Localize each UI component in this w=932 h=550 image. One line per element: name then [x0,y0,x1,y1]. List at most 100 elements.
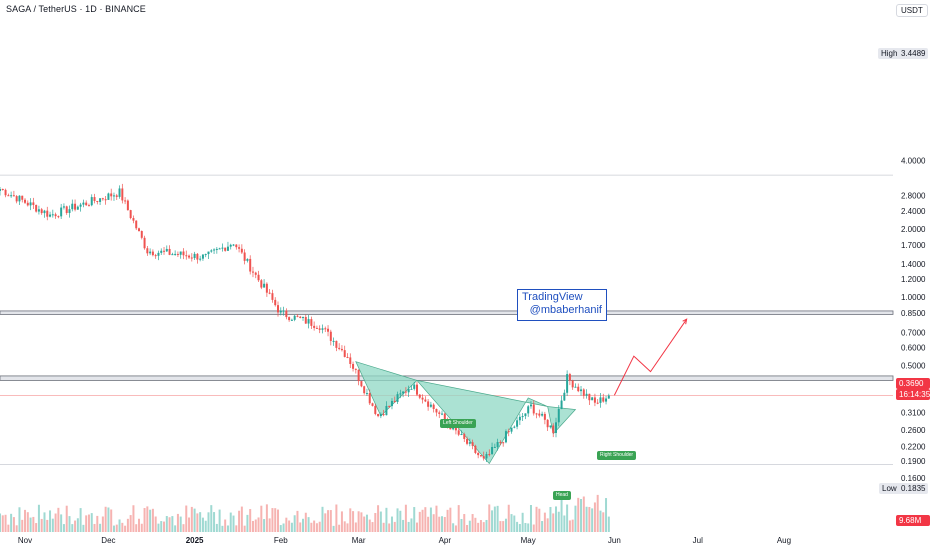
volume-bar [279,525,282,532]
candle-body [479,455,482,457]
candle-body [566,374,569,393]
volume-bar [90,513,93,532]
volume-bar [249,509,252,532]
price-tick-label: 0.2600 [901,426,926,435]
head-shape [416,379,548,465]
resistance-zone-2 [0,375,894,381]
volume-bar [413,507,416,532]
candle-body [85,202,88,206]
candle-body [541,413,544,416]
volume-bar [377,505,380,532]
volume-bar [504,518,507,532]
volume-bar [588,506,591,532]
candle-body [474,445,477,453]
volume-bar [282,523,285,532]
candle-body [204,254,207,256]
volume-bar [452,523,455,532]
candle-body [388,405,391,407]
candle-body [243,252,246,261]
high-value: 3.4489 [898,48,929,59]
candle-body [504,431,507,443]
volume-bar [149,509,152,532]
volume-bar [427,516,430,532]
volume-bar [552,513,555,532]
candle-body [577,386,580,392]
volume-bar [43,512,46,532]
candle-body [396,394,399,402]
volume-bar [407,521,410,532]
price-tick-label: 1.2000 [901,275,926,284]
volume-bar [143,508,146,532]
left-shoulder-label: Left Shoulder [440,419,476,428]
candle-body [21,195,24,200]
candle-body [591,397,594,401]
candle-body [282,310,285,312]
volume-bar [321,506,324,532]
candle-body [190,257,193,259]
candle-body [238,247,241,249]
candle-body [74,203,77,210]
candle-body [213,249,216,251]
head-and-shoulders-pattern [355,361,577,465]
currency-unit-button[interactable]: USDT [896,4,928,17]
candle-body [346,356,349,358]
price-tick-label: 0.6000 [901,344,926,353]
projection-path [613,318,688,396]
candle-body [510,427,513,432]
volume-bar [204,520,207,532]
volume-bar [510,514,513,532]
candle-body [121,188,124,201]
candle-body [257,274,260,281]
candle-body [516,420,519,427]
candle-body [168,248,171,255]
candles [0,183,610,463]
volume-bar [185,505,188,532]
volume-bar [96,515,99,532]
time-axis[interactable]: Nov Dec 2025 Feb Mar Apr May Jun Jul Aug [18,536,791,545]
candle-body [599,397,602,403]
volume-bar [404,504,407,532]
volume-bar [196,513,199,532]
volume-bar [580,499,583,532]
candle-body [99,198,102,202]
volume-bar [424,507,427,532]
price-tick-label: 0.8500 [901,309,926,318]
candle-body [338,347,341,349]
candle-body [143,237,146,249]
candle-body [90,197,93,206]
volume-bar [190,506,193,532]
price-axis[interactable]: 4.0000 2.8000 2.4000 2.0000 1.7000 1.4000 1.20… [901,157,926,483]
candle-body [268,292,271,294]
candle-body [210,250,213,252]
candle-body [254,272,257,275]
candle-body [404,391,407,393]
volume-bar [585,506,588,532]
candle-body [310,319,313,326]
volume-bar [85,515,88,532]
candle-body [568,374,571,381]
time-tick-label: Dec [101,536,115,545]
volume-bar [62,524,65,532]
candle-body [4,189,7,196]
candle-body [432,404,435,409]
price-tick-label: 0.2200 [901,442,926,451]
volume-bar [466,524,469,532]
volume-value-tag: 9.68M [896,515,930,526]
candle-body [368,393,371,404]
candle-body [138,228,140,231]
price-tick-label: 2.8000 [901,192,926,201]
candle-body [299,316,302,318]
volume-bar [110,509,113,532]
volume-bar [357,511,360,532]
volume-bar [54,513,57,532]
volume-bar [268,518,271,532]
price-tick-label: 4.0000 [901,157,926,166]
symbol-title[interactable]: SAGA / TetherUS · 1D · BINANCE [6,4,146,14]
candle-body [518,416,521,421]
volume-bar [516,521,519,532]
candle-body [201,254,204,259]
candle-body [176,253,179,255]
volume-bar [226,525,229,532]
volume-bar [210,505,213,532]
